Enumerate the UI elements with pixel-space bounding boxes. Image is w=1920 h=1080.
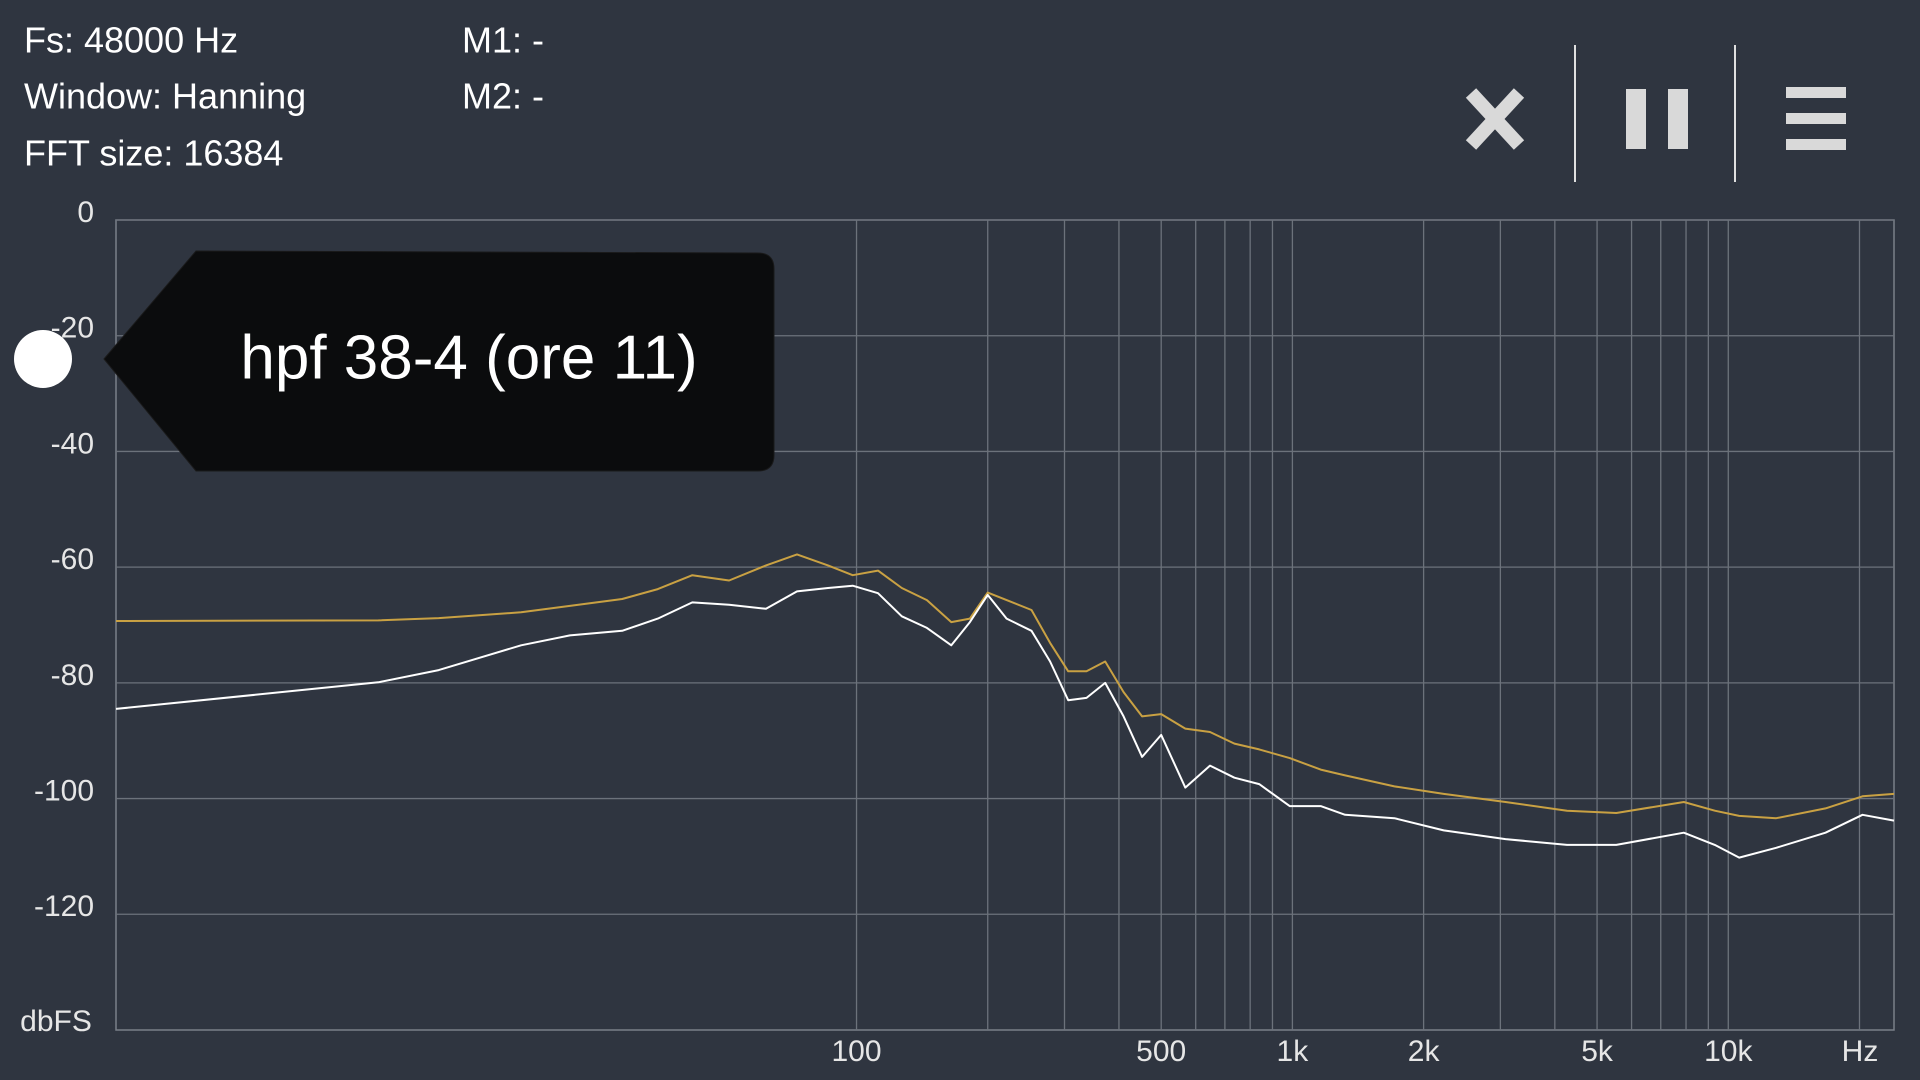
fft-size: FFT size: 16384 bbox=[24, 133, 283, 174]
marker-2: M2: - bbox=[462, 76, 544, 117]
spectrum-trace bbox=[115, 584, 1895, 859]
y-tick-label: -120 bbox=[34, 890, 94, 923]
y-tick-label: -100 bbox=[34, 774, 94, 807]
y-tick-label: 0 bbox=[77, 196, 94, 229]
sample-rate: Fs: 48000 Hz bbox=[24, 20, 238, 61]
x-tick-label: 1k bbox=[1277, 1035, 1310, 1068]
x-axis-label: Hz bbox=[1842, 1035, 1879, 1068]
y-tick-label: -80 bbox=[51, 659, 94, 692]
y-tick-label: -40 bbox=[51, 427, 94, 460]
pause-icon bbox=[1668, 89, 1688, 149]
menu-icon bbox=[1786, 139, 1846, 150]
trace-label: hpf 38-4 (ore 11) bbox=[103, 250, 775, 472]
x-tick-label: 2k bbox=[1408, 1035, 1441, 1068]
close-button[interactable] bbox=[1465, 88, 1525, 150]
x-tick-label: 10k bbox=[1704, 1035, 1753, 1068]
close-icon bbox=[1465, 88, 1525, 150]
x-tick-label: 5k bbox=[1581, 1035, 1614, 1068]
menu-icon bbox=[1786, 87, 1846, 98]
y-tick-label: -60 bbox=[51, 543, 94, 576]
trace-label-text: hpf 38-4 (ore 11) bbox=[240, 323, 697, 392]
menu-icon bbox=[1786, 113, 1846, 124]
y-axis-label: dbFS bbox=[20, 1005, 92, 1038]
spectrum-trace bbox=[115, 553, 1895, 820]
trace-handle[interactable] bbox=[14, 330, 72, 388]
marker-1: M1: - bbox=[462, 20, 544, 61]
menu-button[interactable] bbox=[1786, 87, 1846, 150]
x-tick-label: 500 bbox=[1136, 1035, 1186, 1068]
label-callout bbox=[103, 250, 775, 472]
window-type: Window: Hanning bbox=[24, 76, 306, 117]
pause-icon bbox=[1626, 89, 1646, 149]
x-tick-label: 100 bbox=[832, 1035, 882, 1068]
pause-button[interactable] bbox=[1626, 89, 1688, 149]
